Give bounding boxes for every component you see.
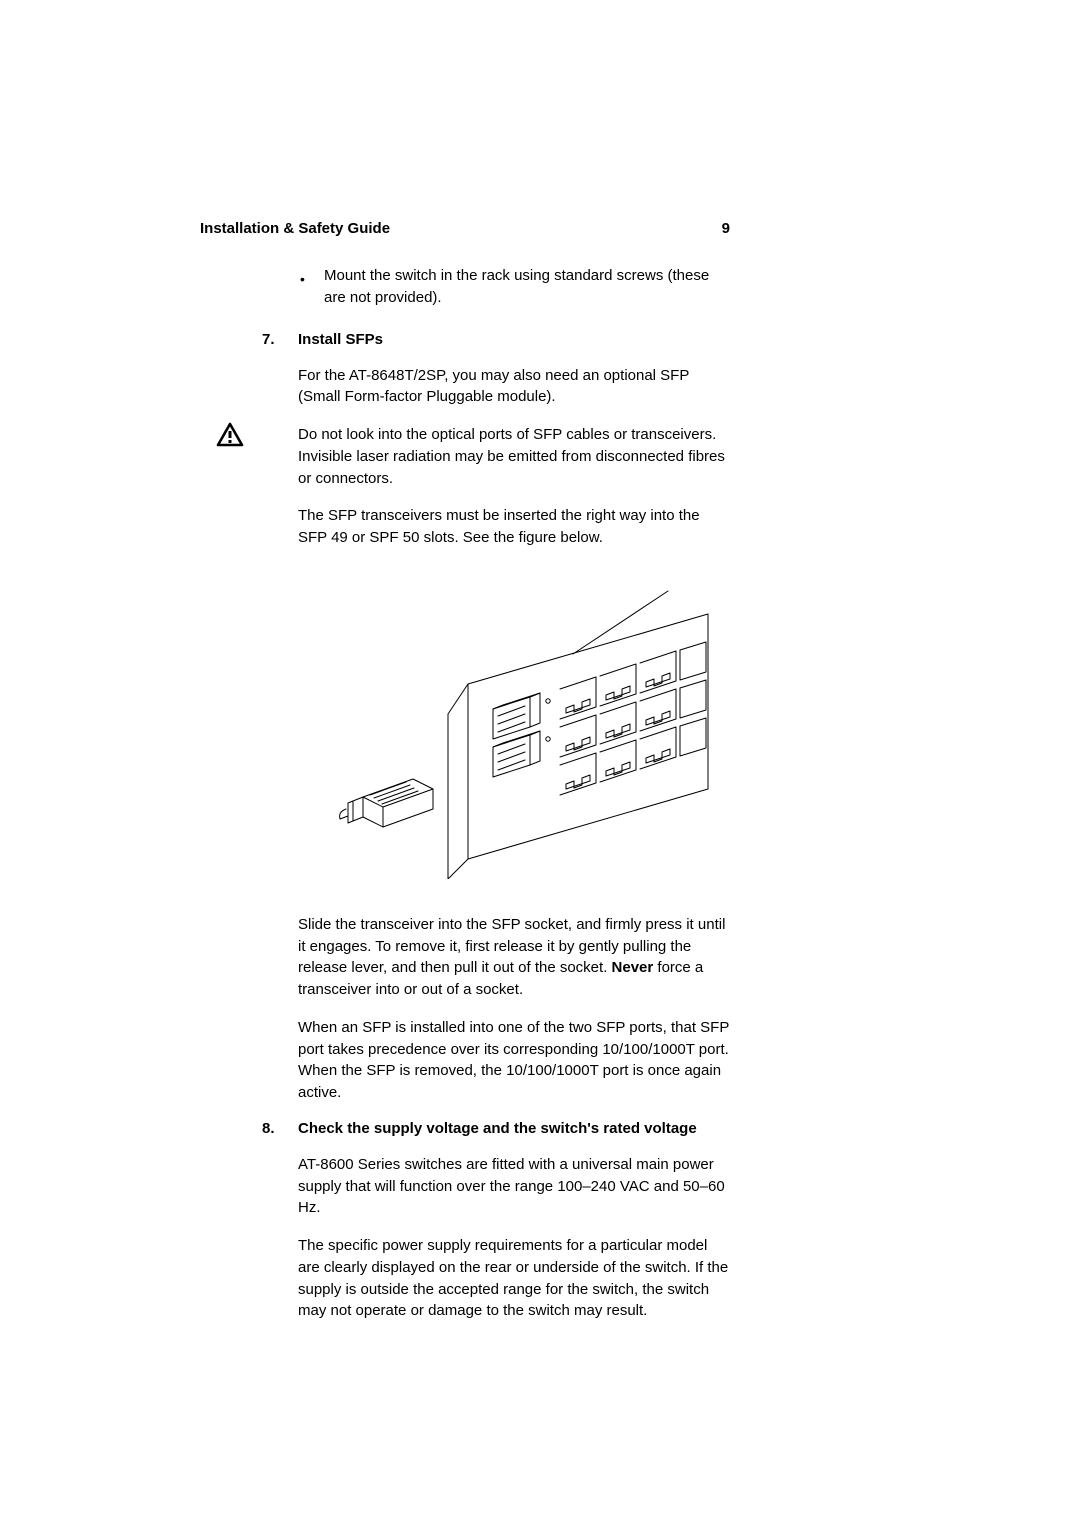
page-number: 9 [722,220,730,237]
warning-block: Do not look into the optical ports of SF… [200,424,730,489]
section-7-p1: For the AT-8648T/2SP, you may also need … [298,365,730,409]
section-7-heading: 7. Install SFPs [262,331,730,349]
bullet-marker: • [300,269,305,289]
section-7-p4: When an SFP is installed into one of the… [298,1017,730,1104]
section-8-heading: 8. Check the supply voltage and the swit… [262,1120,730,1138]
section-7-p3-bold: Never [612,959,654,976]
warning-icon [216,422,244,453]
doc-title: Installation & Safety Guide [200,220,390,237]
bullet-mount-switch: • Mount the switch in the rack using sta… [300,265,730,309]
page-content: Installation & Safety Guide 9 • Mount th… [200,220,730,1338]
section-8-number: 8. [262,1120,275,1137]
section-7-title: Install SFPs [298,331,383,348]
warning-text: Do not look into the optical ports of SF… [298,424,730,489]
section-8-p2: The specific power supply requirements f… [298,1235,730,1322]
section-7-p2: The SFP transceivers must be inserted th… [298,505,730,549]
page-header: Installation & Safety Guide 9 [200,220,730,237]
section-8-p1: AT-8600 Series switches are fitted with … [298,1154,730,1219]
sfp-figure [298,579,730,884]
bullet-text: Mount the switch in the rack using stand… [324,265,730,309]
section-7-p3: Slide the transceiver into the SFP socke… [298,914,730,1001]
section-8-title: Check the supply voltage and the switch'… [298,1120,697,1137]
section-7-number: 7. [262,331,275,348]
